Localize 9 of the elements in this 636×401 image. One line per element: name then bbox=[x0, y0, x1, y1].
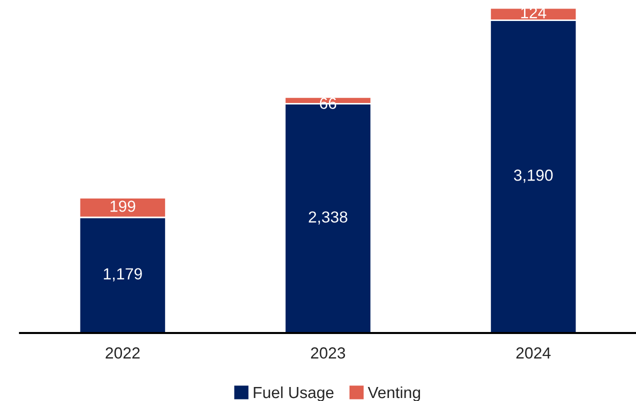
data-label: 199 bbox=[110, 200, 136, 212]
data-label: 2,338 bbox=[308, 211, 348, 225]
x-tick-label: 2022 bbox=[106, 347, 140, 359]
legend-label: Fuel Usage bbox=[254, 386, 334, 401]
data-label: 3,190 bbox=[514, 170, 553, 183]
x-tick-label: 2023 bbox=[311, 347, 346, 359]
x-tick-label: 2024 bbox=[516, 347, 551, 359]
legend-label: Venting bbox=[368, 386, 420, 401]
data-label: 1,179 bbox=[104, 268, 142, 282]
